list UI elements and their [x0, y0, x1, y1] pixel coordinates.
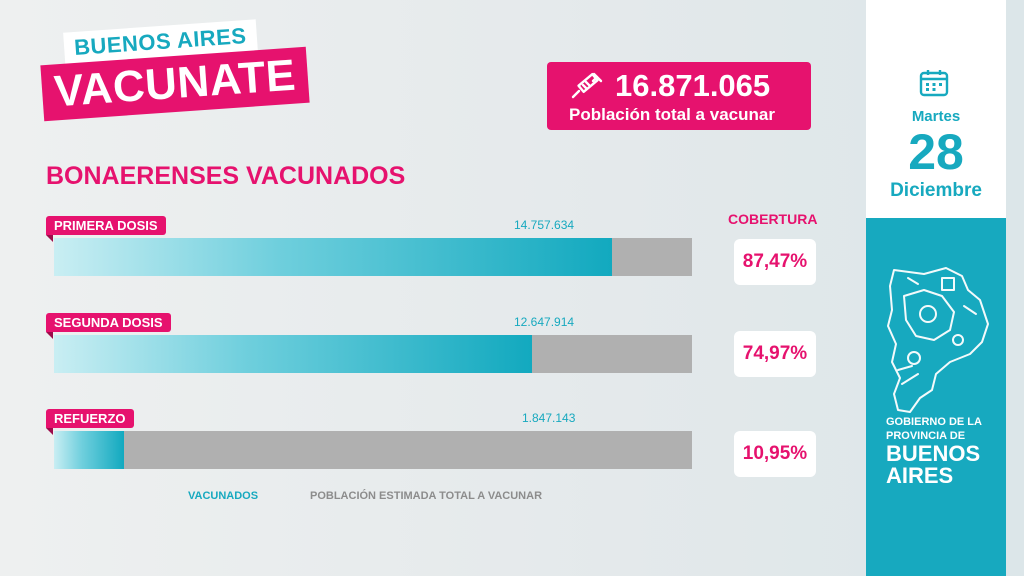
bar-track-refuerzo	[54, 431, 692, 469]
syringe-icon	[571, 72, 603, 99]
government-line-3: BUENOS	[886, 441, 981, 466]
government-line-1: GOBIERNO DE LA	[886, 416, 982, 428]
row-label-primera: PRIMERA DOSIS	[46, 216, 166, 242]
coverage-primera: 87,47%	[734, 239, 816, 285]
population-value: 16.871.065	[615, 68, 771, 103]
bar-fill-refuerzo	[54, 431, 124, 469]
date-day: 28	[908, 124, 964, 180]
date-month: Diciembre	[890, 180, 982, 201]
coverage-title: COBERTURA	[728, 211, 818, 227]
sidebar: Martes 28 Diciembre GOBIERNO DE LA PROVI…	[866, 0, 1006, 576]
row-value-refuerzo: 1.847.143	[522, 411, 576, 425]
government-line-4: AIRES	[886, 463, 954, 488]
bar-track-primera	[54, 238, 692, 276]
calendar-icon	[919, 70, 949, 97]
legend-vaccinated: VACUNADOS	[188, 490, 259, 502]
row-value-primera: 14.757.634	[514, 218, 575, 232]
population-box: 16.871.065 Población total a vacunar	[547, 62, 811, 130]
population-label: Población total a vacunar	[569, 105, 775, 124]
chart-title: BONAERENSES VACUNADOS	[46, 162, 406, 190]
date-weekday: Martes	[911, 108, 961, 125]
government-line-2: PROVINCIA DE	[886, 430, 966, 442]
coverage-refuerzo: 10,95%	[734, 431, 816, 477]
row-value-segunda: 12.647.914	[514, 315, 575, 329]
bar-fill-segunda	[54, 335, 533, 373]
bar-track-segunda	[54, 335, 692, 373]
coverage-segunda: 74,97%	[734, 331, 816, 377]
bar-fill-primera	[54, 238, 613, 276]
row-label-segunda: SEGUNDA DOSIS	[46, 313, 171, 339]
legend-population: POBLACIÓN ESTIMADA TOTAL A VACUNAR	[310, 490, 543, 502]
row-label-refuerzo: REFUERZO	[46, 409, 134, 435]
province-map-illustration	[887, 267, 989, 413]
government-panel: GOBIERNO DE LA PROVINCIA DE BUENOS AIRES	[866, 218, 1006, 576]
